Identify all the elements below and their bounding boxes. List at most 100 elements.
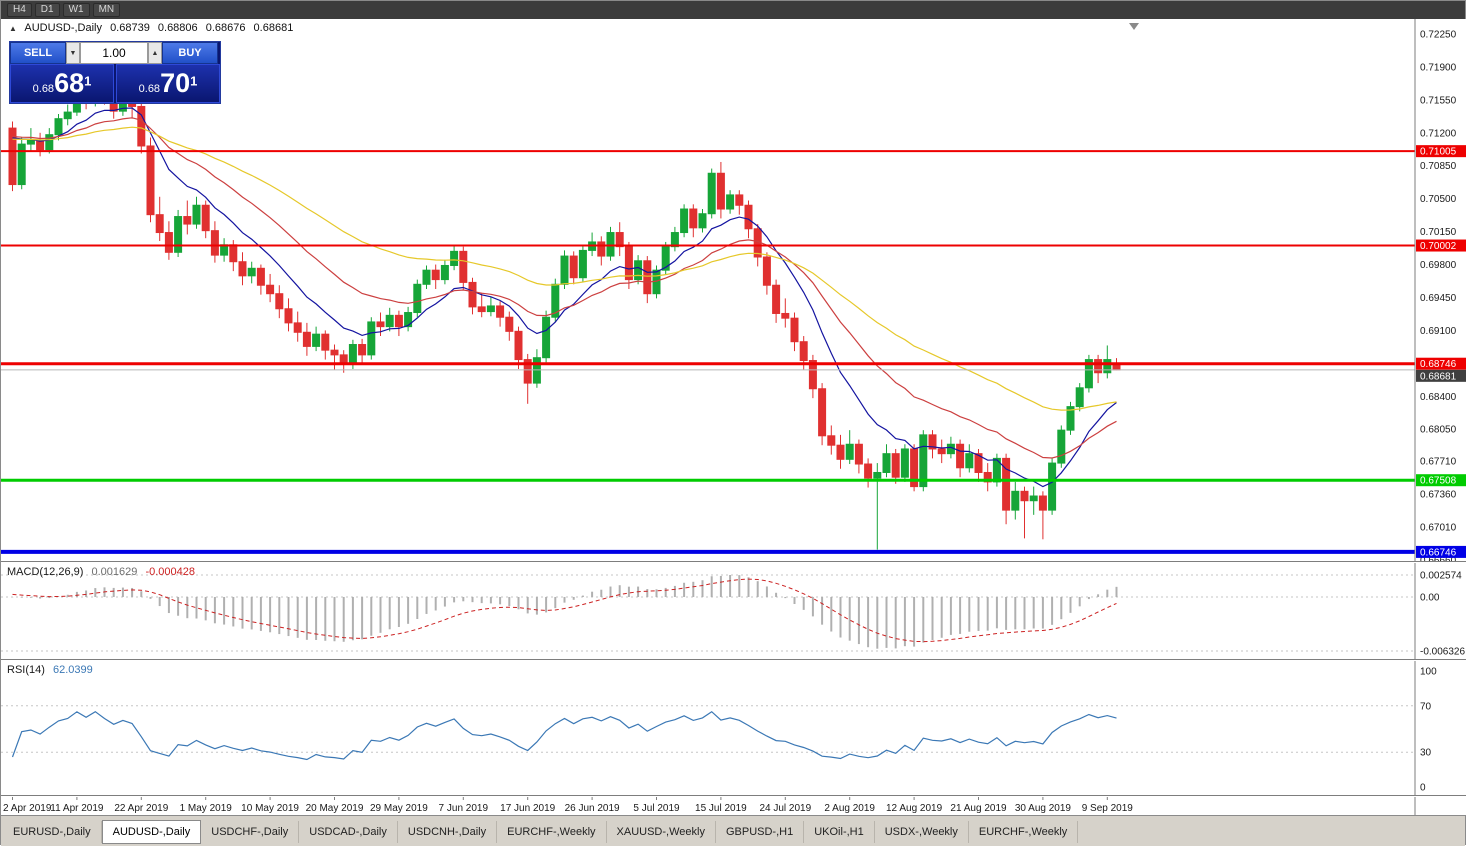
- volume-input[interactable]: [80, 42, 148, 64]
- rsi-value: 62.0399: [52, 664, 93, 676]
- ohlc-close: 0.68681: [253, 22, 294, 34]
- price-tag: 0.68746: [1416, 357, 1466, 370]
- axis-label: 0.71900: [1420, 62, 1457, 73]
- date-axis-label: 12 Aug 2019: [886, 803, 943, 814]
- chart-shift-marker[interactable]: [1129, 23, 1139, 30]
- date-axis-label: 5 Jul 2019: [633, 803, 680, 814]
- buy-price-sup: 1: [190, 73, 198, 89]
- axis-label: 0.67710: [1420, 457, 1457, 468]
- svg-text:0.68681: 0.68681: [1420, 371, 1457, 382]
- tab-usdx-weekly[interactable]: USDX-,Weekly: [875, 820, 969, 843]
- axis-label: 0.69800: [1420, 260, 1457, 271]
- date-axis-label: 22 Apr 2019: [114, 803, 168, 814]
- date-axis-label: 21 Aug 2019: [950, 803, 1007, 814]
- date-axis-label: 24 Jul 2019: [759, 803, 811, 814]
- price-tag: 0.70002: [1416, 239, 1466, 252]
- axis-label: 0.68400: [1420, 392, 1457, 403]
- date-axis-label: 29 May 2019: [370, 803, 428, 814]
- axis-label: 0.00: [1420, 592, 1440, 603]
- date-axis-label: 15 Jul 2019: [695, 803, 747, 814]
- axis-label: 0.72250: [1420, 30, 1457, 41]
- trade-panel-controls: SELL ▼ ▲ BUY: [10, 42, 220, 64]
- date-axis: 2 Apr 2019 11 Apr 2019 22 Apr 2019 1 May 20…: [1, 795, 1466, 816]
- tab-eurchf-weekly[interactable]: EURCHF-,Weekly: [497, 820, 607, 843]
- price-tag: 0.67508: [1416, 474, 1466, 487]
- svg-text:0.67508: 0.67508: [1420, 476, 1457, 487]
- axis-label: -0.006326: [1420, 647, 1465, 658]
- axis-label: 0.69450: [1420, 293, 1457, 304]
- candles: [8, 76, 1121, 550]
- chart-ohlc-header: ▲ AUDUSD-,Daily 0.68739 0.68806 0.68676 …: [9, 22, 298, 34]
- sell-price-display[interactable]: 0.68681: [10, 64, 114, 103]
- chart-tab-bar: EURUSD-,Daily AUDUSD-,Daily USDCHF-,Dail…: [1, 815, 1465, 846]
- chart-title: AUDUSD-,Daily: [24, 22, 102, 34]
- tab-gbpusd-h1[interactable]: GBPUSD-,H1: [716, 820, 805, 843]
- svg-text:0.71005: 0.71005: [1420, 147, 1457, 158]
- date-axis-label: 26 Jun 2019: [565, 803, 620, 814]
- tab-ukoil-h1[interactable]: UKOil-,H1: [804, 820, 875, 843]
- axis-label: 30: [1420, 748, 1432, 759]
- timeframe-w1-button[interactable]: W1: [62, 3, 90, 17]
- axis-label: 0: [1420, 783, 1426, 794]
- macd-histogram: [11, 575, 1118, 649]
- tab-audusd-daily[interactable]: AUDUSD-,Daily: [101, 819, 202, 844]
- buy-price-display[interactable]: 0.68701: [116, 64, 220, 103]
- macd-signal-line: [12, 578, 1117, 643]
- date-axis-label: 2 Aug 2019: [824, 803, 875, 814]
- rsi-name: RSI(14): [7, 664, 45, 676]
- sell-price-sup: 1: [84, 73, 92, 89]
- macd-name: MACD(12,26,9): [7, 566, 84, 578]
- trade-panel-prices: 0.68681 0.68701: [10, 64, 220, 103]
- buy-button[interactable]: BUY: [162, 42, 218, 64]
- date-axis-label: 2 Apr 2019: [3, 803, 52, 814]
- date-axis-label: 30 Aug 2019: [1015, 803, 1072, 814]
- timeframe-mn-button[interactable]: MN: [92, 3, 121, 17]
- rsi-indicator-label: RSI(14) 62.0399: [7, 664, 98, 676]
- sell-button[interactable]: SELL: [10, 42, 66, 64]
- buy-price-prefix: 0.68: [138, 83, 161, 95]
- timeframe-toolbar: H4 D1 W1 MN: [1, 1, 1465, 19]
- axis-label: 0.70850: [1420, 161, 1457, 172]
- tab-eurusd-daily[interactable]: EURUSD-,Daily: [3, 820, 102, 843]
- sell-price-prefix: 0.68: [32, 83, 55, 95]
- volume-decrease-button[interactable]: ▼: [66, 42, 80, 64]
- panel-collapse-icon[interactable]: ▲: [9, 24, 17, 33]
- price-tag: 0.71005: [1416, 145, 1466, 158]
- tab-xauusd-weekly[interactable]: XAUUSD-,Weekly: [607, 820, 716, 843]
- ma-mid-line: [12, 117, 1117, 459]
- rsi-indicator-pane[interactable]: 100 70 30 0 RSI(14) 62.0399: [1, 659, 1466, 796]
- date-axis-label: 7 Jun 2019: [439, 803, 489, 814]
- timeframe-d1-button[interactable]: D1: [34, 3, 60, 17]
- rsi-line: [11, 710, 1117, 761]
- svg-text:0.70002: 0.70002: [1420, 241, 1457, 252]
- date-axis-label: 1 May 2019: [180, 803, 233, 814]
- buy-price-big: 70: [160, 68, 191, 98]
- tab-usdcnh-daily[interactable]: USDCNH-,Daily: [398, 820, 498, 843]
- axis-label: 0.67360: [1420, 490, 1457, 501]
- tab-usdcad-daily[interactable]: USDCAD-,Daily: [299, 820, 398, 843]
- ma-fast-line: [12, 107, 1117, 488]
- volume-increase-button[interactable]: ▲: [148, 42, 162, 64]
- axis-label: 0.68050: [1420, 425, 1457, 436]
- svg-text:0.68746: 0.68746: [1420, 359, 1457, 370]
- ohlc-high: 0.68806: [157, 22, 198, 34]
- tab-usdchf-daily[interactable]: USDCHF-,Daily: [201, 820, 300, 843]
- price-chart-pane[interactable]: 0.72250 0.71900 0.71550 0.71200 0.70850 0.705…: [1, 19, 1466, 567]
- price-tag: 0.66746: [1416, 545, 1466, 558]
- ohlc-low: 0.68676: [205, 22, 246, 34]
- timeframe-h4-button[interactable]: H4: [7, 3, 32, 17]
- macd-indicator-pane[interactable]: 0.002574 0.00 -0.006326 MACD(12,26,9) 0.00…: [1, 561, 1466, 660]
- one-click-trading-panel: SELL ▼ ▲ BUY 0.68681 0.68701: [9, 41, 221, 104]
- date-axis-label: 9 Sep 2019: [1082, 803, 1134, 814]
- macd-indicator-label: MACD(12,26,9) 0.001629 -0.000428: [7, 566, 200, 578]
- axis-label: 0.71200: [1420, 128, 1457, 139]
- axis-label: 100: [1420, 667, 1437, 678]
- axis-label: 0.71550: [1420, 95, 1457, 106]
- axis-label: 0.70150: [1420, 227, 1457, 238]
- sell-price-big: 68: [54, 68, 85, 98]
- price-tag: 0.68681: [1416, 369, 1466, 382]
- axis-label: 0.002574: [1420, 571, 1462, 582]
- tab-eurchf-weekly-2[interactable]: EURCHF-,Weekly: [969, 820, 1079, 843]
- axis-label: 70: [1420, 701, 1432, 712]
